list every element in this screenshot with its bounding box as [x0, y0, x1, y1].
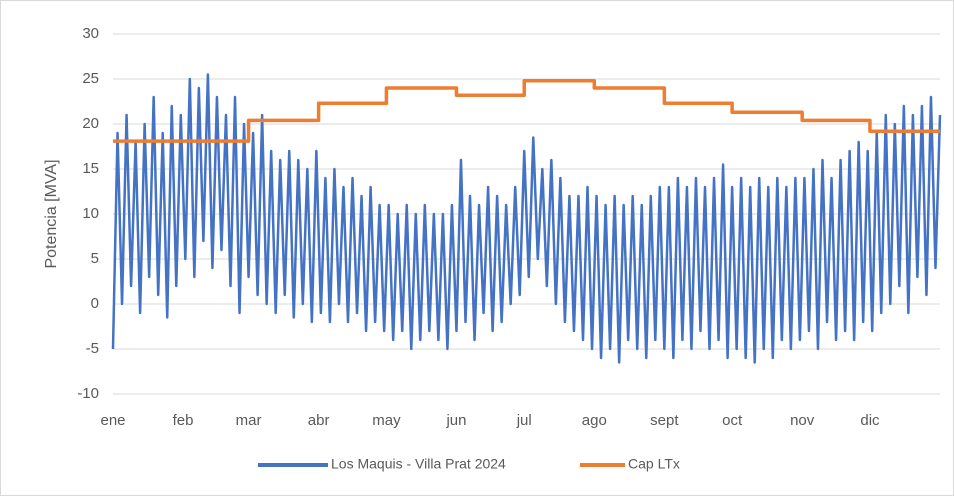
y-tick-label: -5 — [86, 340, 99, 357]
x-tick-label: jun — [445, 412, 466, 429]
x-tick-label: ago — [582, 412, 607, 429]
x-tick-label: feb — [173, 412, 194, 429]
x-tick-label: mar — [236, 412, 262, 429]
series-line — [111, 73, 942, 364]
x-tick-label: abr — [308, 412, 330, 429]
y-tick-label: 5 — [91, 250, 99, 267]
x-tick-label: sept — [650, 412, 679, 429]
y-axis-label: Potencia [MVA] — [43, 159, 60, 268]
y-tick-label: 30 — [82, 25, 99, 42]
x-tick-label: oct — [722, 412, 743, 429]
x-tick-label: ene — [100, 412, 125, 429]
legend-label: Los Maquis - Villa Prat 2024 — [331, 456, 506, 472]
series-line — [113, 79, 940, 143]
x-tick-label: nov — [790, 412, 815, 429]
y-tick-label: 10 — [82, 205, 99, 222]
legend-label: Cap LTx — [628, 456, 680, 472]
y-tick-label: 0 — [91, 295, 99, 312]
x-tick-label: dic — [860, 412, 880, 429]
x-tick-label: may — [372, 412, 401, 429]
y-tick-label: 20 — [82, 115, 99, 132]
y-tick-label: 15 — [82, 160, 99, 177]
y-tick-label: -10 — [77, 385, 99, 402]
y-tick-label: 25 — [82, 70, 99, 87]
x-tick-label: jul — [516, 412, 532, 429]
